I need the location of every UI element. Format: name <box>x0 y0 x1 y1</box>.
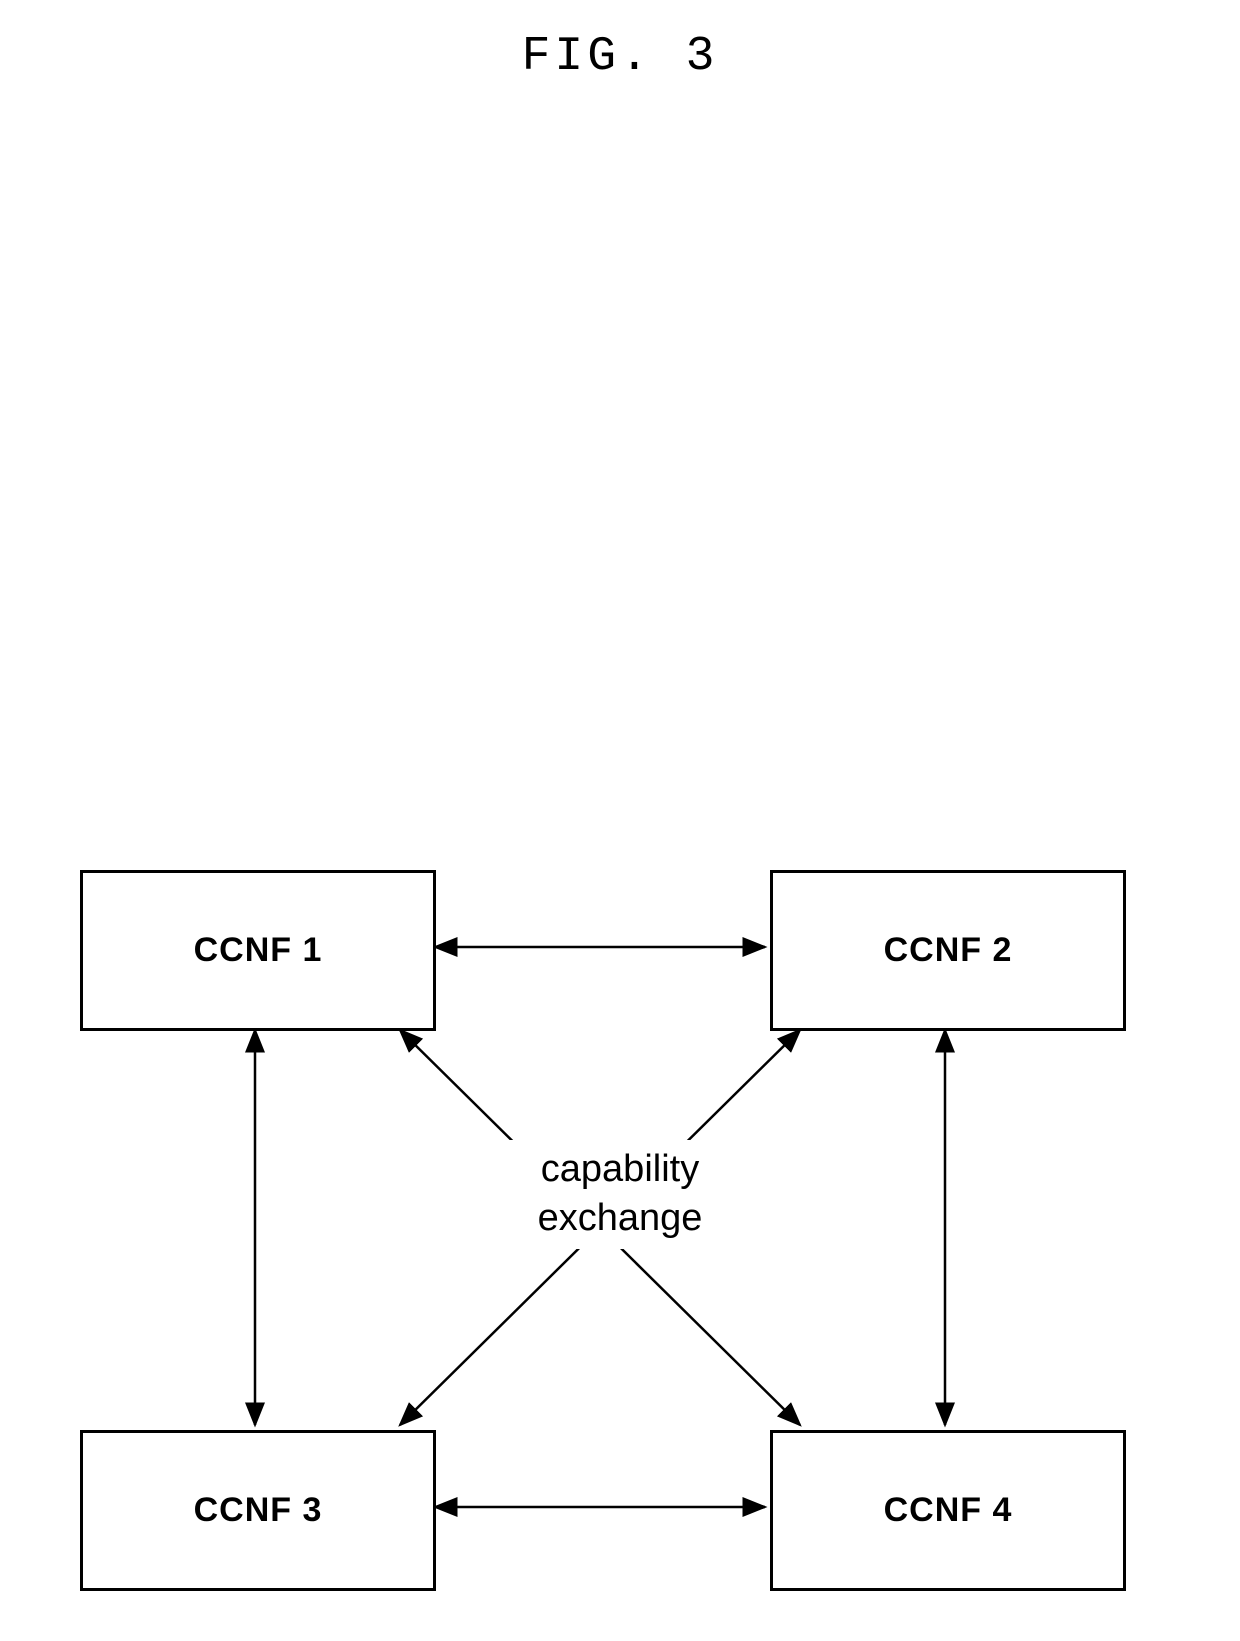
node-ccnf2: CCNF 2 <box>770 870 1126 1031</box>
figure-title: FIG. 3 <box>0 30 1240 84</box>
node-ccnf4: CCNF 4 <box>770 1430 1126 1591</box>
node-ccnf4-label: CCNF 4 <box>884 1491 1013 1530</box>
node-ccnf3: CCNF 3 <box>80 1430 436 1591</box>
diagram-arrows <box>0 0 1240 1641</box>
center-label-line2: exchange <box>510 1194 730 1243</box>
node-ccnf3-label: CCNF 3 <box>194 1491 323 1530</box>
figure-container: FIG. 3 CCNF 1 CCNF 2 CCNF 3 CCNF 4 <box>0 0 1240 1641</box>
node-ccnf2-label: CCNF 2 <box>884 931 1013 970</box>
center-label: capability exchange <box>505 1140 735 1249</box>
center-label-line1: capability <box>510 1145 730 1194</box>
node-ccnf1-label: CCNF 1 <box>194 931 323 970</box>
node-ccnf1: CCNF 1 <box>80 870 436 1031</box>
